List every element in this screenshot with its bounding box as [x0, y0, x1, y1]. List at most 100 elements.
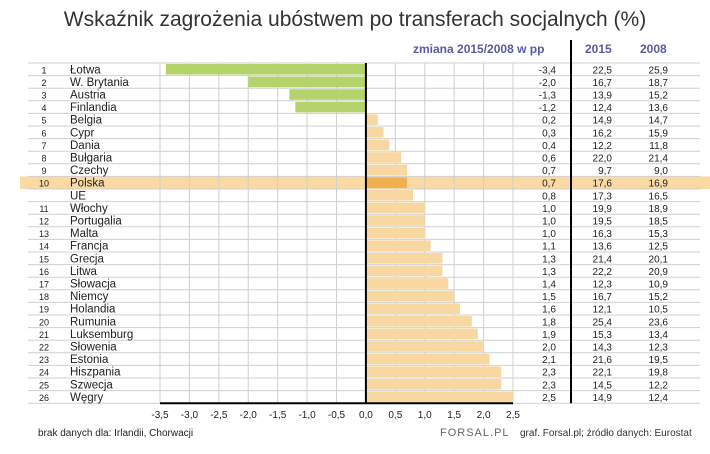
value-2015: 21,6	[593, 355, 613, 366]
change-label: 0,7	[542, 179, 556, 190]
bar-Holandia	[365, 303, 461, 314]
value-2008: 13,4	[649, 330, 669, 341]
value-2015: 16,7	[593, 78, 613, 89]
change-label: 0,7	[542, 166, 556, 177]
country-label: Włochy	[70, 203, 108, 215]
rank-label: 18	[39, 292, 49, 302]
x-tick-label: 0,5	[388, 410, 402, 421]
value-2015: 25,4	[593, 317, 613, 328]
bar-Luksemburg	[365, 328, 478, 340]
bar-Rumunia	[365, 316, 472, 327]
country-label: Litwa	[70, 266, 97, 278]
change-label: 2,5	[542, 393, 556, 404]
change-label: 1,5	[542, 292, 556, 303]
bar-Słowenia	[365, 341, 484, 352]
bar-Łotwa	[165, 64, 366, 75]
country-label: UE	[70, 190, 86, 202]
rank-label: 9	[41, 166, 46, 176]
country-label: Słowenia	[70, 342, 117, 354]
country-label: Bułgaria	[70, 153, 113, 165]
change-label: 1,0	[542, 217, 556, 228]
bar-Słowacja	[365, 278, 449, 289]
col-2015-header: 2015	[585, 42, 612, 56]
rank-label: 26	[39, 393, 49, 403]
value-2015: 22,2	[593, 267, 613, 278]
bar-Austria	[289, 89, 366, 100]
country-label: Grecja	[70, 253, 104, 265]
value-2008: 18,5	[649, 217, 669, 228]
country-label: Rumunia	[70, 316, 117, 328]
value-2008: 21,4	[649, 154, 669, 165]
value-2008: 15,3	[649, 229, 669, 240]
country-label: Portugalia	[70, 216, 122, 228]
country-label: Polska	[70, 178, 105, 190]
change-label: -1,3	[539, 91, 557, 102]
bar-Polska	[365, 177, 408, 188]
value-2008: 10,9	[649, 280, 669, 291]
x-tick-label: -1,5	[269, 410, 287, 421]
chart-title: Wskaźnik zagrożenia ubóstwem po transfer…	[63, 8, 647, 31]
value-2015: 16,7	[593, 292, 613, 303]
x-tick-label: 1,5	[447, 410, 461, 421]
x-tick-label: 0,0	[359, 410, 373, 421]
value-2015: 17,3	[593, 191, 613, 202]
rank-label: 10	[39, 179, 49, 189]
change-label: 1,3	[542, 254, 556, 265]
x-tick-label: -2,0	[240, 410, 258, 421]
rank-label: 13	[39, 229, 49, 239]
change-header: zmiana 2015/2008 w pp	[413, 42, 545, 56]
change-label: 1,6	[542, 305, 556, 316]
col-2008-header: 2008	[640, 42, 667, 56]
change-label: 1,0	[542, 229, 556, 240]
country-label: Węgry	[70, 392, 103, 404]
rank-label: 20	[39, 317, 49, 327]
value-2008: 14,7	[649, 116, 669, 127]
change-label: 1,3	[542, 267, 556, 278]
change-label: 2,3	[542, 368, 556, 379]
change-label: -2,0	[539, 78, 557, 89]
rank-label: 6	[41, 128, 46, 138]
country-label: Finlandia	[70, 102, 117, 114]
change-label: 0,6	[542, 154, 556, 165]
x-tick-label: -2,5	[210, 410, 228, 421]
value-2008: 18,9	[649, 204, 669, 215]
value-2015: 12,2	[593, 141, 613, 152]
rank-label: 2	[41, 78, 46, 88]
value-2008: 10,5	[649, 305, 669, 316]
bar-Portugalia	[365, 215, 425, 226]
country-label: Niemcy	[70, 291, 109, 303]
rank-label: 3	[41, 91, 46, 101]
bar-Szwecja	[365, 379, 502, 390]
bar-Francja	[365, 240, 431, 251]
bar-Belgia	[365, 114, 378, 125]
value-2015: 14,3	[593, 343, 613, 354]
rank-label: 25	[39, 380, 49, 390]
value-2008: 23,6	[649, 317, 669, 328]
country-label: W. Brytania	[70, 77, 129, 89]
bar-Czechy	[365, 164, 408, 176]
bar-W. Brytania	[248, 76, 366, 88]
value-2008: 18,7	[649, 78, 669, 89]
value-2015: 22,1	[593, 368, 613, 379]
rank-label: 4	[41, 103, 46, 113]
value-2008: 15,2	[649, 91, 669, 102]
country-label: Czechy	[70, 165, 109, 177]
value-2015: 22,5	[593, 65, 613, 76]
change-label: 1,9	[542, 330, 556, 341]
country-label: Estonia	[70, 354, 109, 366]
rank-label: 15	[39, 254, 49, 264]
country-label: Słowacja	[70, 279, 117, 291]
x-tick-label: -3,5	[151, 410, 169, 421]
value-2008: 19,8	[649, 368, 669, 379]
rank-label: 14	[39, 242, 49, 252]
value-2015: 15,3	[593, 330, 613, 341]
country-label: Łotwa	[70, 64, 101, 76]
missing-data-note: brak danych dla: Irlandii, Chorwacji	[38, 428, 194, 439]
country-label: Austria	[70, 90, 106, 102]
source-note: graf. Forsal.pl; źródło danych: Eurostat	[520, 428, 692, 439]
value-2015: 12,3	[593, 280, 613, 291]
change-label: 0,2	[542, 116, 556, 127]
change-label: 1,4	[542, 280, 556, 291]
rank-label: 16	[39, 267, 49, 277]
change-label: -1,2	[539, 103, 557, 114]
